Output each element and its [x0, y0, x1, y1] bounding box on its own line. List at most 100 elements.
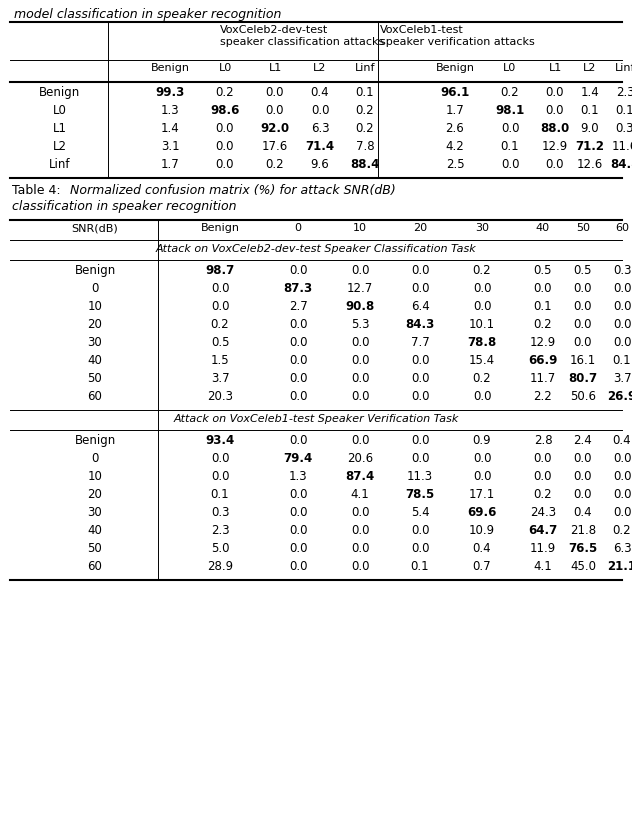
Text: 84.3: 84.3 [405, 318, 435, 331]
Text: 5.4: 5.4 [411, 506, 429, 519]
Text: 26.9: 26.9 [607, 390, 632, 403]
Text: 20: 20 [88, 488, 102, 501]
Text: 88.0: 88.0 [540, 122, 569, 135]
Text: 0.7: 0.7 [473, 560, 491, 573]
Text: 12.7: 12.7 [347, 282, 373, 295]
Text: 12.9: 12.9 [530, 336, 556, 349]
Text: 78.5: 78.5 [405, 488, 435, 501]
Text: Table 4:: Table 4: [12, 184, 61, 197]
Text: 20: 20 [413, 223, 427, 233]
Text: 0.4: 0.4 [473, 542, 491, 555]
Text: 0.0: 0.0 [574, 336, 592, 349]
Text: 30: 30 [88, 506, 102, 519]
Text: 0.0: 0.0 [351, 264, 369, 277]
Text: 1.5: 1.5 [210, 354, 229, 367]
Text: 10: 10 [353, 223, 367, 233]
Text: 0.5: 0.5 [574, 264, 592, 277]
Text: 0.0: 0.0 [574, 282, 592, 295]
Text: 50: 50 [88, 542, 102, 555]
Text: 0.0: 0.0 [411, 264, 429, 277]
Text: 3.7: 3.7 [210, 372, 229, 385]
Text: 0: 0 [295, 223, 301, 233]
Text: 0.0: 0.0 [546, 104, 564, 117]
Text: 11.7: 11.7 [530, 372, 556, 385]
Text: 21.1: 21.1 [607, 560, 632, 573]
Text: 0.0: 0.0 [289, 390, 307, 403]
Text: 0.0: 0.0 [210, 282, 229, 295]
Text: 45.0: 45.0 [570, 560, 596, 573]
Text: 1.4: 1.4 [161, 122, 179, 135]
Text: 66.9: 66.9 [528, 354, 557, 367]
Text: 10: 10 [88, 470, 102, 483]
Text: 71.2: 71.2 [576, 140, 604, 153]
Text: 0.0: 0.0 [411, 434, 429, 447]
Text: 2.3: 2.3 [616, 86, 632, 99]
Text: 20.6: 20.6 [347, 452, 373, 465]
Text: 3.1: 3.1 [161, 140, 179, 153]
Text: VoxCeleb2-dev-test
speaker classification attacks: VoxCeleb2-dev-test speaker classificatio… [220, 25, 384, 47]
Text: 6.3: 6.3 [612, 542, 631, 555]
Text: 0.0: 0.0 [216, 140, 234, 153]
Text: 1.4: 1.4 [581, 86, 599, 99]
Text: 0.1: 0.1 [533, 300, 552, 313]
Text: 0.0: 0.0 [613, 488, 631, 501]
Text: 0.0: 0.0 [289, 336, 307, 349]
Text: 0.0: 0.0 [210, 300, 229, 313]
Text: 0.2: 0.2 [216, 86, 234, 99]
Text: 0.0: 0.0 [351, 524, 369, 537]
Text: 64.7: 64.7 [528, 524, 557, 537]
Text: 87.3: 87.3 [283, 282, 313, 295]
Text: 98.7: 98.7 [205, 264, 234, 277]
Text: 0.0: 0.0 [265, 86, 284, 99]
Text: Attack on VoxCeleb2-dev-test Speaker Classification Task: Attack on VoxCeleb2-dev-test Speaker Cla… [155, 244, 477, 254]
Text: Benign: Benign [75, 434, 116, 447]
Text: 98.1: 98.1 [495, 104, 525, 117]
Text: 0.0: 0.0 [473, 390, 491, 403]
Text: Linf: Linf [49, 158, 71, 171]
Text: 10: 10 [88, 300, 102, 313]
Text: 0.0: 0.0 [574, 318, 592, 331]
Text: 0.0: 0.0 [546, 86, 564, 99]
Text: 2.2: 2.2 [533, 390, 552, 403]
Text: 0.0: 0.0 [534, 470, 552, 483]
Text: 2.8: 2.8 [533, 434, 552, 447]
Text: 0.1: 0.1 [501, 140, 520, 153]
Text: 0.0: 0.0 [613, 506, 631, 519]
Text: 76.5: 76.5 [568, 542, 598, 555]
Text: 60: 60 [88, 560, 102, 573]
Text: 0.0: 0.0 [473, 300, 491, 313]
Text: 40: 40 [536, 223, 550, 233]
Text: model classification in speaker recognition: model classification in speaker recognit… [14, 8, 281, 21]
Text: 1.7: 1.7 [161, 158, 179, 171]
Text: 0.1: 0.1 [616, 104, 632, 117]
Text: 0.2: 0.2 [473, 264, 491, 277]
Text: 0.2: 0.2 [356, 104, 374, 117]
Text: 0.0: 0.0 [411, 542, 429, 555]
Text: 0.0: 0.0 [351, 390, 369, 403]
Text: 0.0: 0.0 [216, 158, 234, 171]
Text: 20.3: 20.3 [207, 390, 233, 403]
Text: 0.0: 0.0 [289, 372, 307, 385]
Text: 12.6: 12.6 [577, 158, 603, 171]
Text: 0.0: 0.0 [613, 452, 631, 465]
Text: 0.4: 0.4 [574, 506, 592, 519]
Text: 0.0: 0.0 [473, 282, 491, 295]
Text: 10.9: 10.9 [469, 524, 495, 537]
Text: 4.1: 4.1 [351, 488, 369, 501]
Text: 1.3: 1.3 [289, 470, 307, 483]
Text: 11.3: 11.3 [407, 470, 433, 483]
Text: 0.0: 0.0 [289, 264, 307, 277]
Text: 0.4: 0.4 [612, 434, 631, 447]
Text: 0.0: 0.0 [501, 122, 520, 135]
Text: 0.0: 0.0 [289, 434, 307, 447]
Text: L0: L0 [219, 63, 231, 73]
Text: classification in speaker recognition: classification in speaker recognition [12, 200, 236, 213]
Text: L2: L2 [583, 63, 597, 73]
Text: 0.0: 0.0 [574, 488, 592, 501]
Text: 2.6: 2.6 [446, 122, 465, 135]
Text: 0.0: 0.0 [534, 282, 552, 295]
Text: 20: 20 [88, 318, 102, 331]
Text: 0.0: 0.0 [411, 372, 429, 385]
Text: 88.4: 88.4 [350, 158, 380, 171]
Text: 0.0: 0.0 [613, 336, 631, 349]
